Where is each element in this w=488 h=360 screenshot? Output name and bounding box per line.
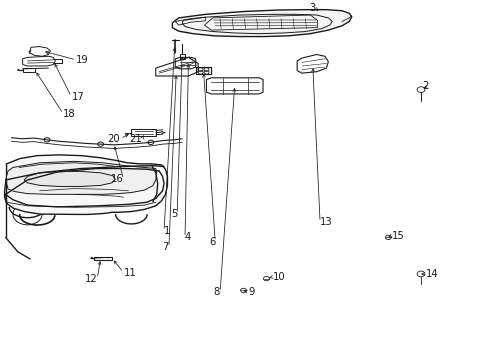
- Text: 2: 2: [422, 81, 428, 91]
- Polygon shape: [24, 171, 115, 186]
- Text: 11: 11: [123, 267, 136, 278]
- Text: 4: 4: [184, 232, 191, 242]
- Text: 8: 8: [213, 287, 220, 297]
- Text: 13: 13: [320, 217, 332, 227]
- Text: 21: 21: [129, 134, 142, 144]
- Text: 7: 7: [162, 242, 168, 252]
- Text: 1: 1: [163, 226, 170, 236]
- Text: 9: 9: [248, 287, 254, 297]
- Text: 14: 14: [425, 269, 438, 279]
- Polygon shape: [4, 155, 167, 215]
- Text: 15: 15: [391, 231, 404, 240]
- Text: 3: 3: [308, 3, 315, 13]
- Text: 20: 20: [107, 134, 120, 144]
- Text: 6: 6: [208, 237, 215, 247]
- Text: 19: 19: [76, 55, 89, 65]
- Text: 5: 5: [170, 209, 177, 219]
- Text: 10: 10: [272, 272, 285, 282]
- Polygon shape: [172, 10, 351, 37]
- Text: 12: 12: [84, 274, 97, 284]
- Text: 16: 16: [111, 174, 123, 184]
- Text: 18: 18: [63, 109, 76, 119]
- Text: 17: 17: [71, 92, 84, 102]
- Polygon shape: [6, 161, 157, 194]
